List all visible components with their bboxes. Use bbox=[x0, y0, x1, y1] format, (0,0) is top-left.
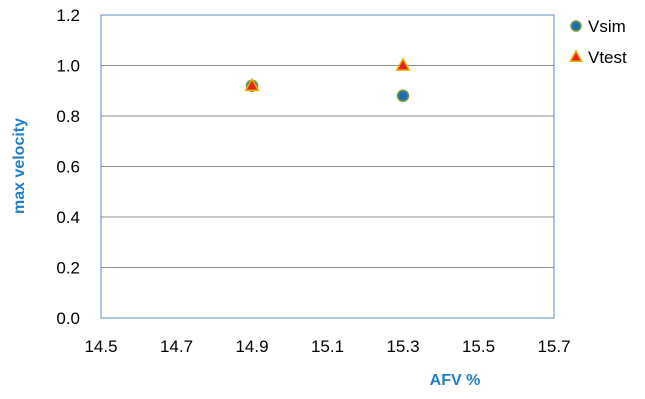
x-tick-label: 15.1 bbox=[311, 337, 344, 356]
legend-label-vtest: Vtest bbox=[588, 48, 627, 67]
x-tick-label: 14.9 bbox=[235, 337, 268, 356]
y-tick-label: 0.6 bbox=[56, 158, 80, 177]
x-tick-label: 15.7 bbox=[537, 337, 570, 356]
x-tick-label: 15.5 bbox=[462, 337, 495, 356]
y-tick-label: 0.4 bbox=[56, 208, 80, 227]
legend-marker-vtest bbox=[568, 49, 584, 62]
y-axis-title: max velocity bbox=[11, 118, 28, 214]
y-tick-labels: 0.0 0.2 0.4 0.6 0.8 1.0 1.2 bbox=[56, 6, 80, 328]
legend: Vsim Vtest bbox=[568, 17, 627, 67]
x-tick-labels: 14.5 14.7 14.9 15.1 15.3 15.5 15.7 bbox=[84, 337, 570, 356]
x-tick-label: 15.3 bbox=[386, 337, 419, 356]
x-axis-title: AFV % bbox=[430, 372, 481, 389]
x-tick-label: 14.7 bbox=[160, 337, 193, 356]
x-tick-label: 14.5 bbox=[84, 337, 117, 356]
y-tick-label: 0.0 bbox=[56, 309, 80, 328]
legend-label-vsim: Vsim bbox=[588, 17, 626, 36]
y-tick-label: 0.8 bbox=[56, 107, 80, 126]
gridlines bbox=[101, 65, 554, 268]
y-tick-label: 1.2 bbox=[56, 6, 80, 25]
data-point-vtest bbox=[395, 57, 411, 71]
y-tick-label: 0.2 bbox=[56, 259, 80, 278]
data-point-vtest bbox=[244, 77, 260, 92]
data-points bbox=[244, 57, 411, 103]
plot-area-border bbox=[100, 14, 555, 319]
data-point-vsim bbox=[396, 89, 410, 103]
y-tick-label: 1.0 bbox=[56, 57, 80, 76]
legend-marker-vsim bbox=[570, 20, 582, 32]
